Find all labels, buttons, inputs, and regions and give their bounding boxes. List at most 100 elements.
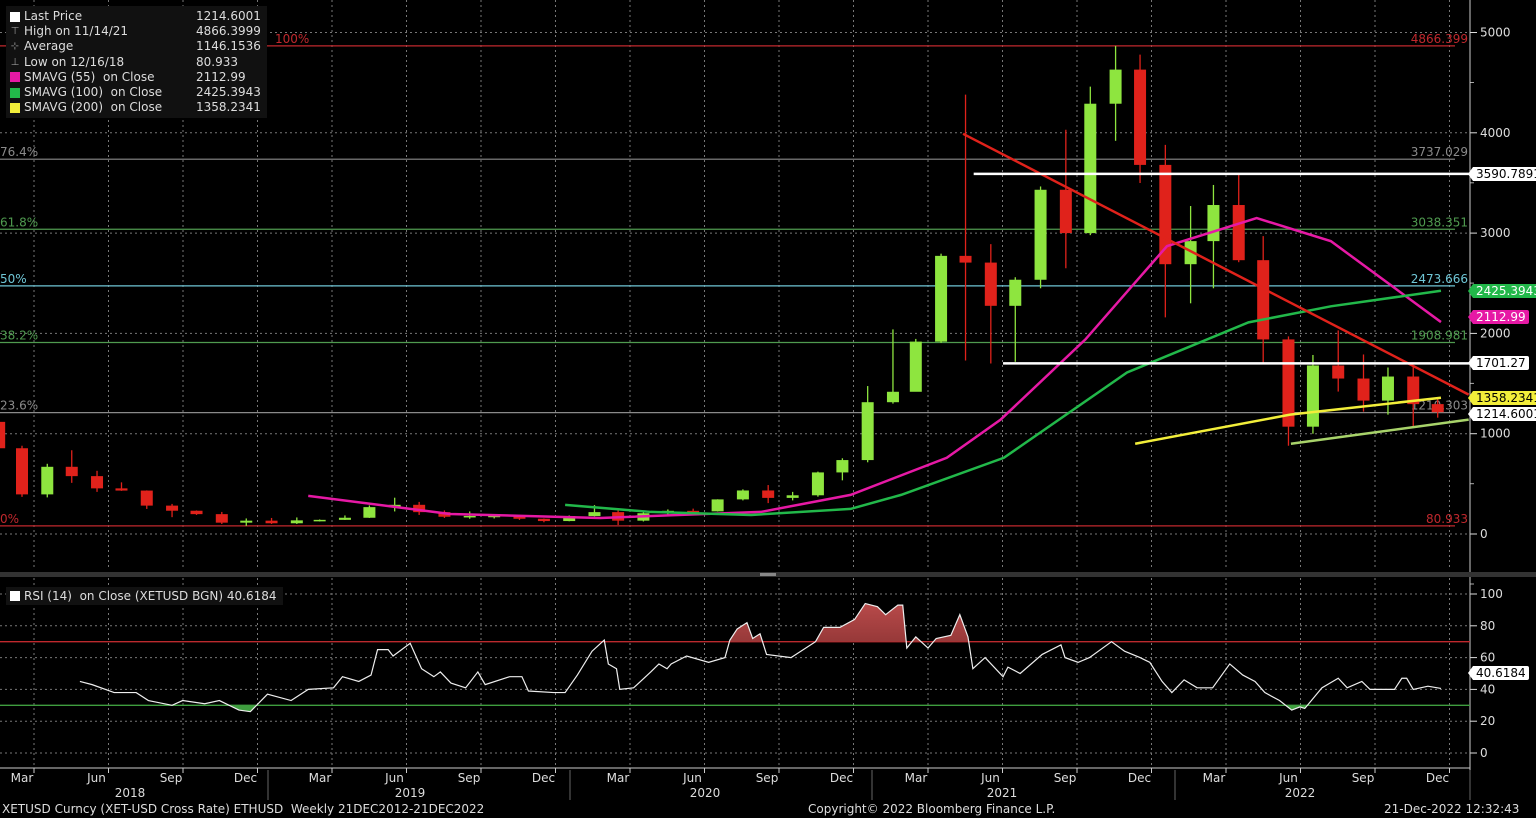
candle-body xyxy=(363,507,376,518)
candle-body xyxy=(265,520,278,524)
color-swatch xyxy=(10,11,20,22)
x-month-label: Dec xyxy=(532,771,555,785)
fibonacci-value-label: 3737.029 xyxy=(1411,145,1468,159)
rsi-legend: RSI (14) on Close (XETUSD BGN) 40.6184 xyxy=(6,587,283,605)
candle-body xyxy=(215,514,228,523)
x-month-label: Dec xyxy=(234,771,257,785)
x-month-label: Mar xyxy=(905,771,928,785)
fibonacci-value-label: 1908.981 xyxy=(1411,329,1468,343)
fibonacci-value-label: 80.933 xyxy=(1426,512,1468,526)
rsi-y-tick-label: 0 xyxy=(1480,746,1488,760)
candle-body xyxy=(65,466,78,477)
candle-body xyxy=(488,515,501,518)
candle-body xyxy=(1332,365,1345,379)
x-month-label: Sep xyxy=(1054,771,1077,785)
x-year-label: 2019 xyxy=(395,786,426,800)
candle-body xyxy=(537,518,550,522)
candle-body xyxy=(166,505,179,511)
candle-body xyxy=(1084,103,1097,234)
legend-item[interactable]: SMAVG (55) on Close 2112.99 xyxy=(10,70,261,85)
candle-body xyxy=(588,512,601,517)
y-tick-label: 0 xyxy=(1480,527,1488,541)
candle-body xyxy=(1431,404,1444,413)
y-tick-label: 5000 xyxy=(1480,26,1511,40)
legend-value: 1214.6001 xyxy=(196,9,261,23)
x-month-label: Mar xyxy=(309,771,332,785)
timestamp: 21-Dec-2022 12:32:43 xyxy=(1384,802,1520,816)
x-month-label: Jun xyxy=(384,771,404,785)
legend-item[interactable]: ⊤ High on 11/14/21 4866.3999 xyxy=(10,24,261,39)
x-year-label: 2018 xyxy=(115,786,146,800)
legend-item[interactable]: ⊥ Low on 12/16/18 80.933 xyxy=(10,55,261,70)
color-swatch xyxy=(10,87,20,98)
chart-legend: Last Price 1214.6001 ⊤ High on 11/14/21 4866… xyxy=(6,6,267,119)
x-year-label: 2021 xyxy=(987,786,1018,800)
candle-body xyxy=(91,476,104,489)
y-tick-label: 4000 xyxy=(1480,126,1511,140)
legend-label: SMAVG (200) on Close xyxy=(24,100,163,115)
price-tag: 2112.99 xyxy=(1468,310,1529,325)
legend-item[interactable]: SMAVG (100) on Close 2425.3943 xyxy=(10,85,261,100)
price-tag-value: 2112.99 xyxy=(1476,310,1526,325)
fibonacci-percent-label: 76.4% xyxy=(0,145,38,159)
legend-item[interactable]: ⊹ Average 1146.1536 xyxy=(10,39,261,54)
legend-value: 1358.2341 xyxy=(196,100,261,115)
legend-value: 4866.3999 xyxy=(196,24,261,39)
candle-body xyxy=(687,510,700,513)
candle-body xyxy=(786,495,799,498)
x-month-label: Dec xyxy=(830,771,853,785)
candle-body xyxy=(886,391,899,403)
x-month-label: Dec xyxy=(1128,771,1151,785)
x-month-label: Dec xyxy=(1426,771,1449,785)
candle-body xyxy=(836,460,849,473)
candle-body xyxy=(563,516,576,522)
legend-value: 2112.99 xyxy=(196,69,246,84)
candle-body xyxy=(1232,205,1245,261)
x-month-label: Jun xyxy=(682,771,702,785)
y-tick-label: 3000 xyxy=(1480,226,1511,240)
x-month-label: Mar xyxy=(11,771,34,785)
sma-line xyxy=(308,216,1442,520)
fibonacci-percent-label: 100% xyxy=(275,32,309,46)
price-tag: 2425.3943 xyxy=(1468,283,1536,298)
rsi-last-value-tag: 40.6184 xyxy=(1468,666,1529,681)
price-tag: 3590.7891 xyxy=(1468,166,1536,181)
price-tag: 1214.6001 xyxy=(1468,406,1536,421)
candle-body xyxy=(811,472,824,496)
x-month-label: Sep xyxy=(458,771,481,785)
legend-item[interactable]: SMAVG (200) on Close 1358.2341 xyxy=(10,100,261,115)
panel-resize-handle[interactable] xyxy=(760,573,776,576)
candle-body xyxy=(1257,260,1270,340)
legend-value: 1146.1536 xyxy=(196,39,261,54)
price-tag-value: 1701.27 xyxy=(1476,356,1526,371)
candle-body xyxy=(0,421,6,449)
x-month-label: Sep xyxy=(1352,771,1375,785)
trendline xyxy=(1290,418,1469,445)
rsi-oversold-fill xyxy=(79,705,1441,712)
rsi-y-tick-label: 60 xyxy=(1480,651,1495,665)
price-tag: 1701.27 xyxy=(1468,356,1529,371)
x-month-label: Jun xyxy=(980,771,1000,785)
x-month-label: Mar xyxy=(1203,771,1226,785)
rsi-legend-label: RSI (14) on Close (XETUSD BGN) 40.6184 xyxy=(24,589,277,603)
fibonacci-value-label: 4866.399 xyxy=(1411,32,1468,46)
candle-body xyxy=(463,515,476,518)
fibonacci-value-label: 3038.351 xyxy=(1411,215,1468,229)
candle-body xyxy=(290,520,303,524)
candle-body xyxy=(1357,378,1370,401)
y-tick-label: 1000 xyxy=(1480,427,1511,441)
legend-item[interactable]: Last Price 1214.6001 xyxy=(10,9,261,24)
x-month-label: Jun xyxy=(86,771,106,785)
candle-body xyxy=(513,515,526,519)
x-month-label: Sep xyxy=(756,771,779,785)
candle-body xyxy=(984,262,997,306)
candle-body xyxy=(140,490,153,506)
price-tag-value: 1214.6001 xyxy=(1476,406,1536,421)
candle-body xyxy=(16,448,28,495)
color-swatch xyxy=(10,102,20,113)
copyright: Copyright© 2022 Bloomberg Finance L.P. xyxy=(808,802,1056,816)
legend-value: 2425.3943 xyxy=(196,85,261,100)
candle-body xyxy=(41,466,54,495)
candle-body xyxy=(1109,69,1122,104)
